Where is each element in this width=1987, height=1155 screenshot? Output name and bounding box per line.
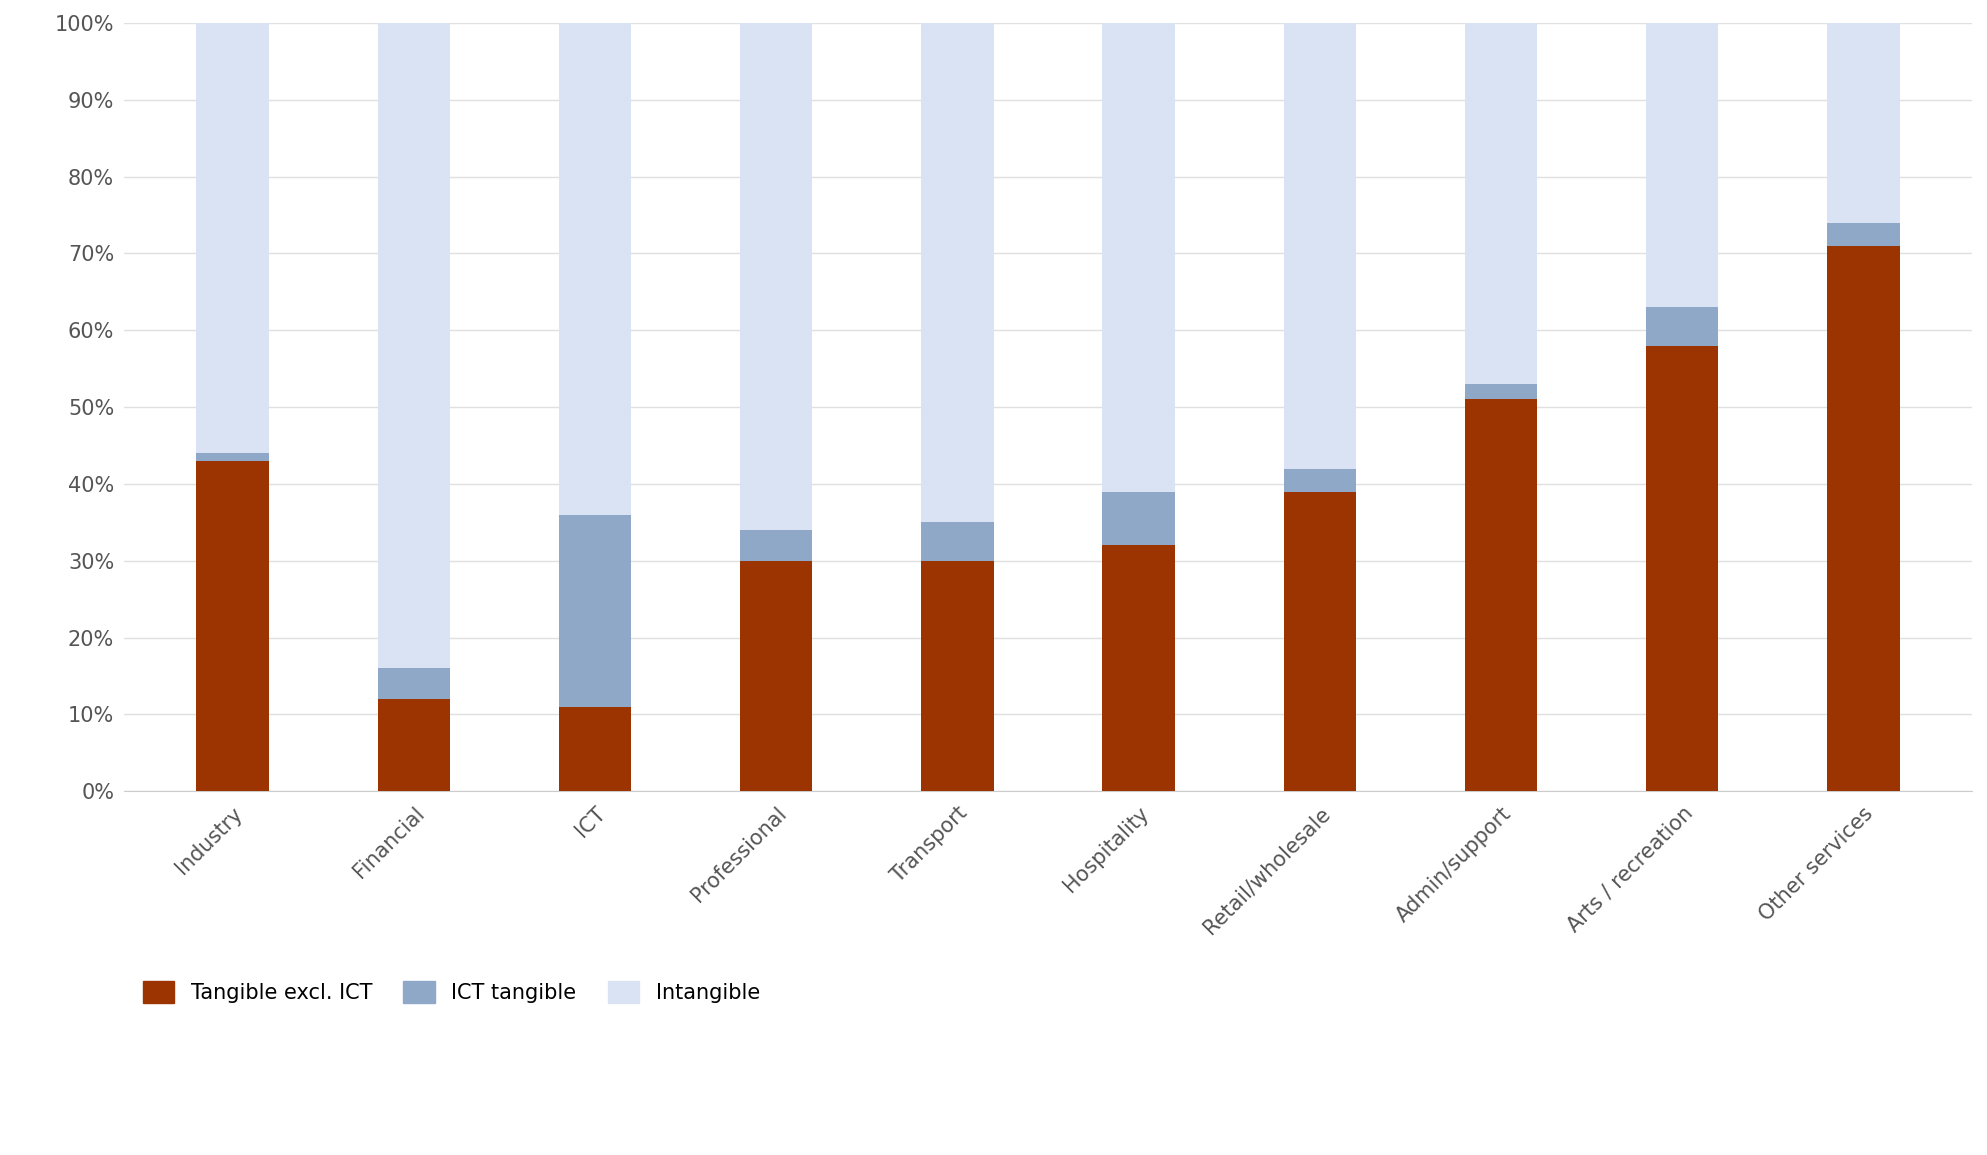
Bar: [922, 522, 994, 560]
Bar: [1645, 23, 1719, 307]
Bar: [1645, 307, 1719, 345]
Bar: [558, 515, 632, 707]
Bar: [1464, 400, 1538, 791]
Bar: [1828, 23, 1900, 223]
Bar: [739, 23, 813, 530]
Bar: [558, 23, 632, 515]
Bar: [378, 23, 451, 669]
Bar: [378, 669, 451, 699]
Bar: [197, 453, 268, 461]
Bar: [1284, 469, 1355, 492]
Bar: [197, 461, 268, 791]
Bar: [1645, 345, 1719, 791]
Bar: [378, 699, 451, 791]
Bar: [922, 560, 994, 791]
Legend: Tangible excl. ICT, ICT tangible, Intangible: Tangible excl. ICT, ICT tangible, Intang…: [135, 973, 769, 1012]
Bar: [1464, 23, 1538, 385]
Bar: [1828, 246, 1900, 791]
Bar: [739, 560, 813, 791]
Bar: [739, 530, 813, 560]
Bar: [1464, 385, 1538, 400]
Bar: [1284, 23, 1355, 469]
Bar: [1103, 23, 1174, 492]
Bar: [922, 23, 994, 522]
Bar: [1103, 492, 1174, 545]
Bar: [558, 707, 632, 791]
Bar: [1284, 492, 1355, 791]
Bar: [1828, 223, 1900, 246]
Bar: [1103, 545, 1174, 791]
Bar: [197, 23, 268, 453]
